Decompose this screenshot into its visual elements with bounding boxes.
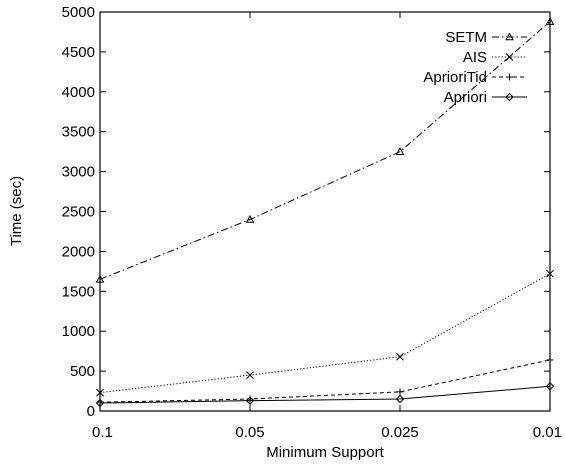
marker-x <box>546 269 554 278</box>
y-tick-label: 2500 <box>62 204 95 221</box>
marker-x <box>505 53 514 61</box>
series-line-apriori <box>99 385 551 404</box>
series-setm <box>95 17 555 283</box>
y-tick-label: 2000 <box>62 243 95 260</box>
series-apriori <box>95 382 555 408</box>
marker-diamond <box>545 382 555 391</box>
y-tick-label: 5000 <box>62 4 95 21</box>
marker-triangle <box>245 214 255 223</box>
series-line-ais <box>99 273 551 394</box>
marker-x <box>96 388 104 397</box>
series-line-aprioritid <box>99 359 551 403</box>
marker-triangle <box>395 147 405 155</box>
marker-diamond <box>95 398 105 408</box>
legend-item: SETM <box>445 29 527 46</box>
legend-item: Apriori <box>444 89 527 106</box>
y-tick-label: 0 <box>87 403 95 420</box>
legend-item: AIS <box>463 49 527 66</box>
marker-triangle <box>95 274 105 283</box>
legend: SETM AIS AprioriTid Apriori <box>423 29 527 106</box>
y-tick-label: 3500 <box>62 124 95 141</box>
x-tick-label: 0.05 <box>235 424 264 441</box>
y-axis-title: Time (sec) <box>8 176 25 246</box>
x-tick-label: 0.025 <box>381 424 419 441</box>
y-tick-label: 3000 <box>62 164 95 181</box>
legend-label: SETM <box>445 29 487 46</box>
ticks: 0 500 1000 1500 2000 2500 3000 3500 4000 4500 5000… <box>62 4 562 441</box>
series-aprioritid <box>96 356 554 406</box>
series-lines <box>95 17 555 408</box>
legend-item: AprioriTid <box>423 69 527 86</box>
series-ais <box>96 269 554 397</box>
y-tick-label: 4500 <box>62 44 95 61</box>
x-tick-label: 0.01 <box>533 424 562 441</box>
x-tick-label: 0.1 <box>92 424 113 441</box>
marker-triangle <box>505 32 514 41</box>
legend-label: Apriori <box>444 89 487 106</box>
marker-triangle <box>545 17 555 25</box>
series-line-setm <box>99 21 551 280</box>
marker-diamond <box>395 394 405 404</box>
marker-x <box>246 371 254 379</box>
x-axis-title: Minimum Support <box>266 444 384 461</box>
marker-diamond <box>245 396 255 405</box>
marker-x <box>396 352 404 361</box>
marker-diamond <box>505 92 514 102</box>
legend-label: AIS <box>463 49 487 66</box>
y-tick-label: 500 <box>70 363 95 380</box>
y-tick-label: 4000 <box>62 84 95 101</box>
y-tick-label: 1000 <box>62 323 95 340</box>
y-tick-label: 1500 <box>62 283 95 300</box>
legend-label: AprioriTid <box>423 69 487 86</box>
